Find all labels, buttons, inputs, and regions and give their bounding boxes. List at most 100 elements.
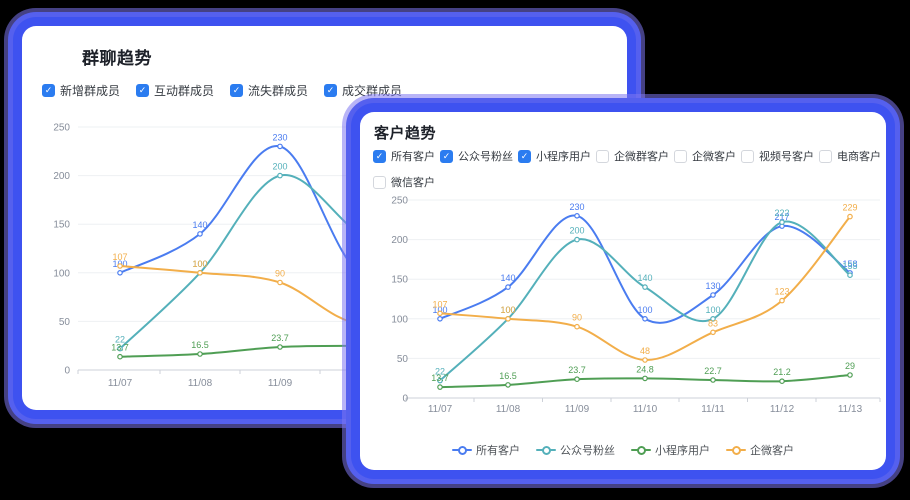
checkbox-label: 公众号粉丝 — [458, 151, 513, 163]
svg-text:140: 140 — [192, 220, 207, 230]
svg-text:50: 50 — [59, 317, 71, 328]
svg-text:11/12: 11/12 — [770, 404, 795, 415]
checkbox-item[interactable]: ✓ 互动群成员 — [136, 82, 214, 99]
svg-text:11/13: 11/13 — [838, 404, 863, 415]
svg-text:230: 230 — [272, 132, 287, 142]
checkbox-unchecked-icon[interactable] — [741, 149, 754, 163]
svg-text:229: 229 — [842, 203, 857, 213]
legend-item[interactable]: 所有客户 — [452, 442, 520, 458]
y-axis-labels: 0 50 100 150 200 250 — [391, 196, 408, 405]
svg-text:50: 50 — [397, 354, 409, 365]
svg-text:140: 140 — [500, 273, 515, 283]
checkbox-item[interactable]: 视频号客户 — [741, 148, 814, 164]
checkbox-checked-icon[interactable]: ✓ — [230, 84, 244, 97]
series-line: 13.7 16.5 23.7 24.8 22.7 21.2 29 — [431, 361, 855, 390]
checkbox-item[interactable]: 企微群客户 — [596, 148, 669, 164]
checkbox-label: 企微客户 — [692, 151, 736, 163]
svg-text:140: 140 — [637, 273, 652, 283]
checkbox-checked-icon[interactable]: ✓ — [440, 149, 453, 163]
legend-line-circle-icon — [536, 446, 556, 455]
customer-checkbox-row-2: 微信客户 — [373, 174, 435, 190]
svg-text:11/08: 11/08 — [188, 378, 213, 389]
svg-text:100: 100 — [53, 268, 70, 279]
checkbox-item[interactable]: ✓ 成交群成员 — [324, 82, 402, 99]
svg-text:100: 100 — [192, 259, 207, 269]
svg-text:23.7: 23.7 — [568, 365, 586, 375]
checkbox-item[interactable]: 微信客户 — [373, 174, 435, 190]
x-axis-ticks — [405, 398, 881, 402]
svg-text:150: 150 — [53, 220, 70, 231]
x-axis-labels: 11/07 11/08 11/09 11/10 11/11 11/12 11/13 — [428, 404, 863, 415]
svg-text:11/10: 11/10 — [633, 404, 658, 415]
checkbox-label: 小程序用户 — [536, 151, 591, 163]
svg-text:48: 48 — [640, 346, 650, 356]
checkbox-checked-icon[interactable]: ✓ — [42, 84, 55, 97]
svg-text:155: 155 — [842, 261, 857, 271]
svg-text:250: 250 — [53, 123, 70, 134]
svg-text:200: 200 — [53, 171, 70, 182]
legend-item[interactable]: 公众号粉丝 — [536, 442, 615, 458]
checkbox-label: 互动群成员 — [154, 84, 215, 98]
legend-label: 企微客户 — [750, 445, 794, 457]
svg-text:107: 107 — [432, 299, 447, 309]
checkbox-item[interactable]: 电商客户 — [819, 148, 881, 164]
legend-line-circle-icon — [452, 446, 472, 455]
svg-text:22.7: 22.7 — [704, 366, 722, 376]
svg-text:200: 200 — [391, 235, 408, 246]
svg-text:22: 22 — [435, 367, 445, 377]
svg-text:24.8: 24.8 — [636, 364, 654, 374]
svg-text:16.5: 16.5 — [499, 371, 517, 381]
svg-text:11/07: 11/07 — [428, 404, 453, 415]
series-line: 22 100 200 140 100 222 155 — [435, 208, 858, 384]
group-chat-checkbox-row: ✓ 新增群成员 ✓ 互动群成员 ✓ 流失群成员 ✓ 成交群成员 — [42, 82, 402, 99]
checkbox-checked-icon[interactable]: ✓ — [136, 84, 150, 97]
legend-label: 小程序用户 — [655, 445, 710, 457]
legend-label: 所有客户 — [476, 445, 520, 457]
svg-text:100: 100 — [705, 305, 720, 315]
customer-trend-chart: 0 50 100 150 200 250 11/07 11/08 11/09 11/10 11/11… — [391, 196, 881, 415]
checkbox-label: 新增群成员 — [60, 84, 121, 98]
checkbox-checked-icon[interactable]: ✓ — [324, 84, 338, 97]
svg-text:83: 83 — [708, 318, 718, 328]
checkbox-label: 微信客户 — [391, 177, 435, 189]
svg-text:90: 90 — [275, 269, 285, 279]
legend-item[interactable]: 小程序用户 — [631, 442, 710, 458]
checkbox-item[interactable]: ✓ 小程序用户 — [518, 148, 591, 164]
checkbox-unchecked-icon[interactable] — [674, 149, 687, 163]
checkbox-item[interactable]: ✓ 所有客户 — [373, 148, 435, 164]
svg-text:21.2: 21.2 — [773, 367, 791, 377]
svg-text:100: 100 — [500, 305, 515, 315]
checkbox-checked-icon[interactable]: ✓ — [518, 149, 531, 163]
svg-text:23.7: 23.7 — [271, 333, 289, 343]
svg-text:22: 22 — [115, 335, 125, 345]
checkbox-item[interactable]: ✓ 公众号粉丝 — [440, 148, 513, 164]
customer-checkbox-row-1: ✓ 所有客户 ✓ 公众号粉丝 ✓ 小程序用户 企微群客户 企微客户 视频号客户 电商客户 — [373, 148, 881, 164]
svg-text:150: 150 — [391, 275, 408, 286]
svg-text:100: 100 — [112, 259, 127, 269]
svg-text:100: 100 — [432, 305, 447, 315]
checkbox-item[interactable]: ✓ 流失群成员 — [230, 82, 308, 99]
checkbox-checked-icon[interactable]: ✓ — [373, 149, 386, 163]
svg-text:29: 29 — [845, 361, 855, 371]
legend-line-circle-icon — [631, 446, 651, 455]
svg-text:13.7: 13.7 — [431, 373, 449, 383]
svg-text:100: 100 — [391, 314, 408, 325]
checkbox-item[interactable]: ✓ 新增群成员 — [42, 82, 120, 99]
svg-text:11/11: 11/11 — [701, 404, 725, 415]
chart-legend: 所有客户 公众号粉丝 小程序用户 企微客户 — [360, 442, 886, 458]
checkbox-item[interactable]: 企微客户 — [674, 148, 736, 164]
y-axis-labels: 0 50 100 150 200 250 — [53, 123, 70, 377]
svg-text:107: 107 — [112, 252, 127, 262]
svg-text:11/08: 11/08 — [496, 404, 521, 415]
legend-label: 公众号粉丝 — [560, 445, 615, 457]
group-chat-trend-title: 群聊趋势 — [82, 49, 152, 68]
checkbox-unchecked-icon[interactable] — [373, 175, 386, 189]
checkbox-label: 视频号客户 — [759, 151, 814, 163]
legend-item[interactable]: 企微客户 — [726, 442, 794, 458]
checkbox-label: 电商客户 — [837, 151, 881, 163]
svg-text:11/09: 11/09 — [565, 404, 590, 415]
checkbox-unchecked-icon[interactable] — [596, 149, 609, 163]
checkbox-label: 企微群客户 — [614, 151, 669, 163]
customer-trend-card: 客户趋势 ✓ 所有客户 ✓ 公众号粉丝 ✓ 小程序用户 企微群客户 企微客户 视频号客户 电商客户… — [360, 112, 886, 470]
checkbox-unchecked-icon[interactable] — [819, 149, 832, 163]
